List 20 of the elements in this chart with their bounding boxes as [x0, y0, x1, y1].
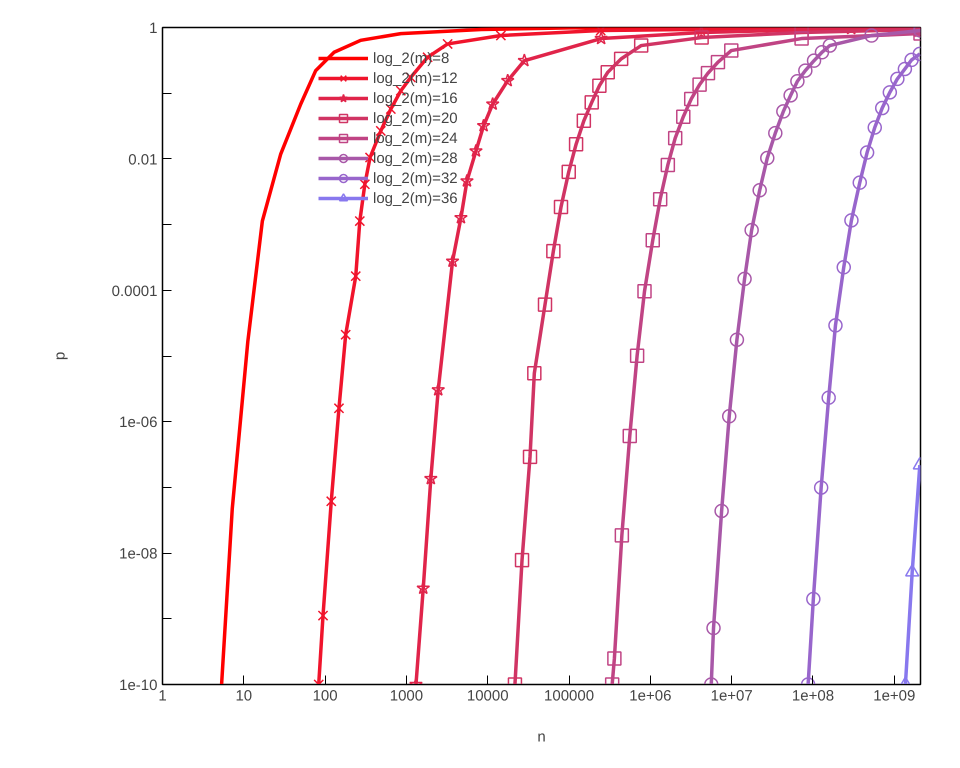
x-tick-label: 1000	[390, 688, 424, 704]
legend-label: log_2(m)=28	[373, 148, 458, 168]
x-tick-label: 10	[235, 688, 252, 704]
y-tick-label: 1e-08	[119, 546, 158, 563]
x-tick-label: 100	[312, 688, 338, 704]
x-tick-label: 1e+06	[629, 688, 672, 704]
legend-label: log_2(m)=32	[373, 168, 458, 188]
x-tick-label: 1e+09	[873, 688, 916, 704]
y-tick-label: 1e-10	[119, 677, 158, 694]
x-tick-label: 100000	[544, 688, 594, 704]
x-tick-label: 1e+07	[710, 688, 753, 704]
y-tick-label: 1e-06	[119, 414, 158, 432]
x-tick-label: 1e+08	[792, 688, 834, 704]
y-axis-title: p	[52, 352, 69, 360]
legend-label: log_2(m)=36	[373, 188, 458, 208]
y-tick-label: 1	[149, 20, 158, 37]
x-axis-title: n	[537, 728, 546, 746]
y-tick-label: 0.01	[128, 151, 158, 168]
x-tick-label: 10000	[466, 688, 509, 704]
y-tick-label: 0.0001	[112, 282, 158, 300]
